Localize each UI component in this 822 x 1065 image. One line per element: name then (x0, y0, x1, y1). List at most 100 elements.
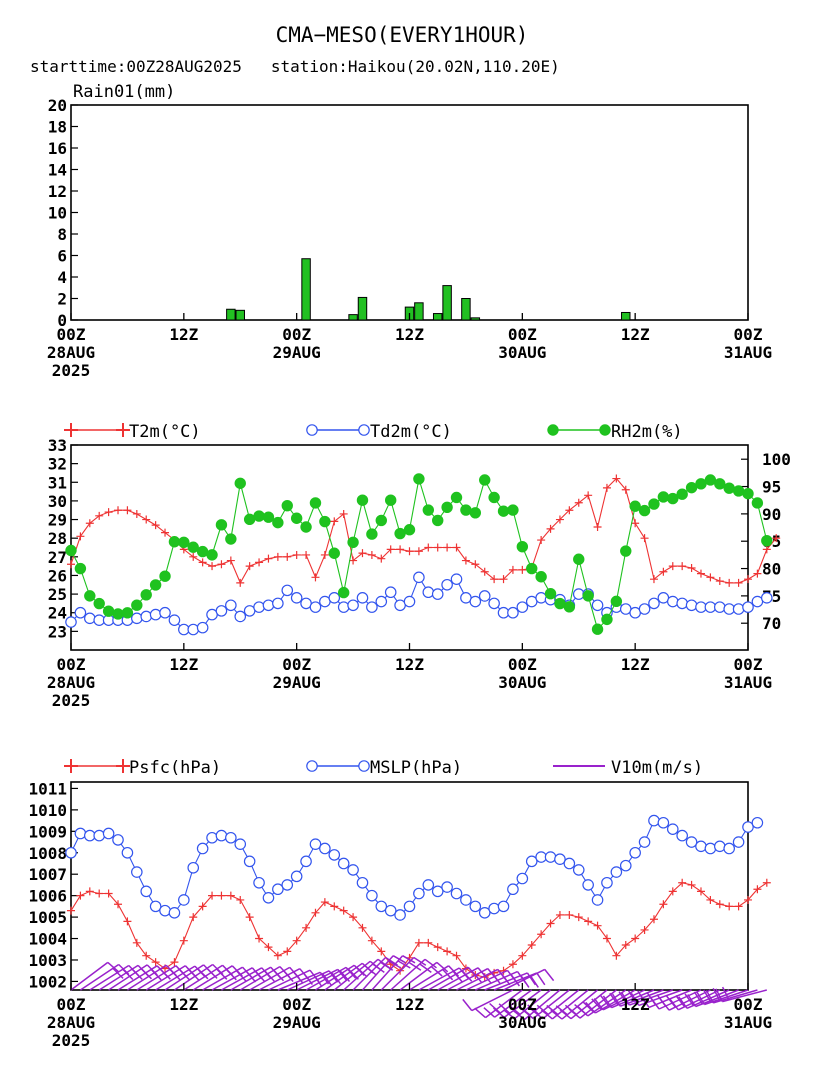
legend-psfc-label: Psfc(hPa) (129, 758, 221, 778)
td2m-point (441, 578, 453, 591)
rain-y-tick-label: 6 (57, 247, 67, 266)
td2m-point (65, 616, 77, 628)
psfc-point (170, 958, 179, 967)
td2m-point (478, 590, 491, 602)
rh2m-point (704, 474, 717, 486)
psfc-point (142, 951, 151, 960)
mslp-point (676, 829, 688, 842)
td2m-point (234, 610, 247, 623)
t2m-point (198, 558, 207, 567)
rh2m-point (93, 597, 105, 610)
mslp-point (149, 900, 162, 913)
psfc-point (518, 951, 527, 960)
rain-bar (442, 285, 452, 321)
mslp-point (178, 894, 190, 906)
rain-y-tick-label: 4 (57, 268, 67, 287)
temp-x-tick-label: 00Z (508, 655, 537, 674)
t2m-point (311, 573, 320, 582)
psfc-point (452, 951, 461, 960)
rh2m-point (234, 477, 246, 489)
t2m-point (593, 523, 602, 531)
td2m-point (347, 599, 359, 612)
td2m-point (196, 621, 209, 634)
t2m-point (744, 575, 752, 584)
temp-x-tick-label: 12Z (169, 655, 198, 674)
mslp-point (234, 838, 247, 850)
rain-x-tick-date: 28AUG (47, 343, 95, 362)
mslp-point (403, 900, 416, 913)
pressure-y-tick-label: 1007 (28, 865, 67, 884)
t2m-point (678, 562, 687, 571)
psfc-point (744, 895, 752, 904)
mslp-point (215, 829, 228, 842)
rain-y-tick-label: 20 (48, 96, 67, 115)
psfc-point (151, 958, 160, 967)
mslp-point (704, 842, 717, 855)
mslp-point (713, 840, 726, 853)
rh2m-point (102, 605, 115, 617)
pressure-x-tick-label: 12Z (169, 995, 198, 1014)
psfc-point (527, 940, 536, 949)
wind-barb (696, 989, 749, 1006)
legend-psfc-marker (64, 759, 130, 773)
t2m-point (189, 552, 198, 561)
t2m-point (537, 536, 546, 545)
psfc-point (330, 902, 339, 911)
wind-barb (493, 972, 546, 991)
mslp-point (648, 814, 660, 827)
td2m-point (742, 601, 754, 613)
pressure-y-tick-label: 1002 (28, 972, 67, 991)
psfc-point (537, 930, 546, 939)
mslp-point (384, 904, 397, 917)
t2m-point (659, 567, 668, 576)
wind-barb (503, 989, 551, 1020)
rain-x-tick-date: 31AUG (724, 343, 772, 362)
mslp-point (253, 876, 265, 889)
rh2m-point (563, 601, 576, 613)
psfc-point (584, 917, 593, 926)
psfc-point (273, 951, 282, 960)
mslp-point (638, 836, 651, 848)
t2m-point (255, 558, 264, 567)
t2m-point (76, 532, 85, 541)
td2m-point (131, 612, 143, 625)
td2m-point (403, 595, 416, 608)
t2m-point (584, 491, 593, 500)
rh2m-point (676, 488, 688, 500)
pressure-x-tick-date: 28AUG (47, 1013, 95, 1032)
mslp-point (685, 836, 698, 848)
wind-barb (493, 989, 542, 1019)
mslp-point (375, 900, 388, 913)
temp-x-tick-date: 28AUG (47, 673, 95, 692)
rh-y-tick-label: 90 (762, 505, 781, 524)
rh2m-point (337, 586, 350, 599)
td2m-point (356, 592, 369, 604)
pressure-y-tick-label: 1011 (28, 779, 67, 798)
td2m-point (281, 584, 294, 597)
psfc-point (649, 915, 658, 924)
td2m-point (413, 571, 425, 584)
rain-y-tick-label: 18 (48, 118, 67, 137)
psfc-point (546, 919, 555, 928)
mslp-point (591, 894, 604, 906)
wind-barb (70, 961, 120, 991)
rh2m-point (243, 513, 256, 526)
t2m-point (264, 554, 273, 563)
mslp-point (328, 849, 341, 861)
t2m-point (471, 560, 480, 569)
rh-y-tick-label: 70 (762, 614, 781, 633)
mslp-point (347, 864, 359, 876)
psfc-point (433, 943, 442, 952)
rh2m-point (366, 528, 378, 540)
rh2m-point (526, 562, 538, 575)
mslp-point (450, 887, 463, 900)
rh2m-point (685, 481, 698, 494)
pressure-y-tick-label: 1003 (28, 951, 67, 970)
wind-barb (371, 955, 416, 991)
td2m-point (337, 601, 350, 613)
rh2m-point (253, 510, 265, 522)
mslp-point (102, 827, 115, 840)
mslp-point (159, 904, 171, 917)
psfc-point (302, 923, 311, 932)
